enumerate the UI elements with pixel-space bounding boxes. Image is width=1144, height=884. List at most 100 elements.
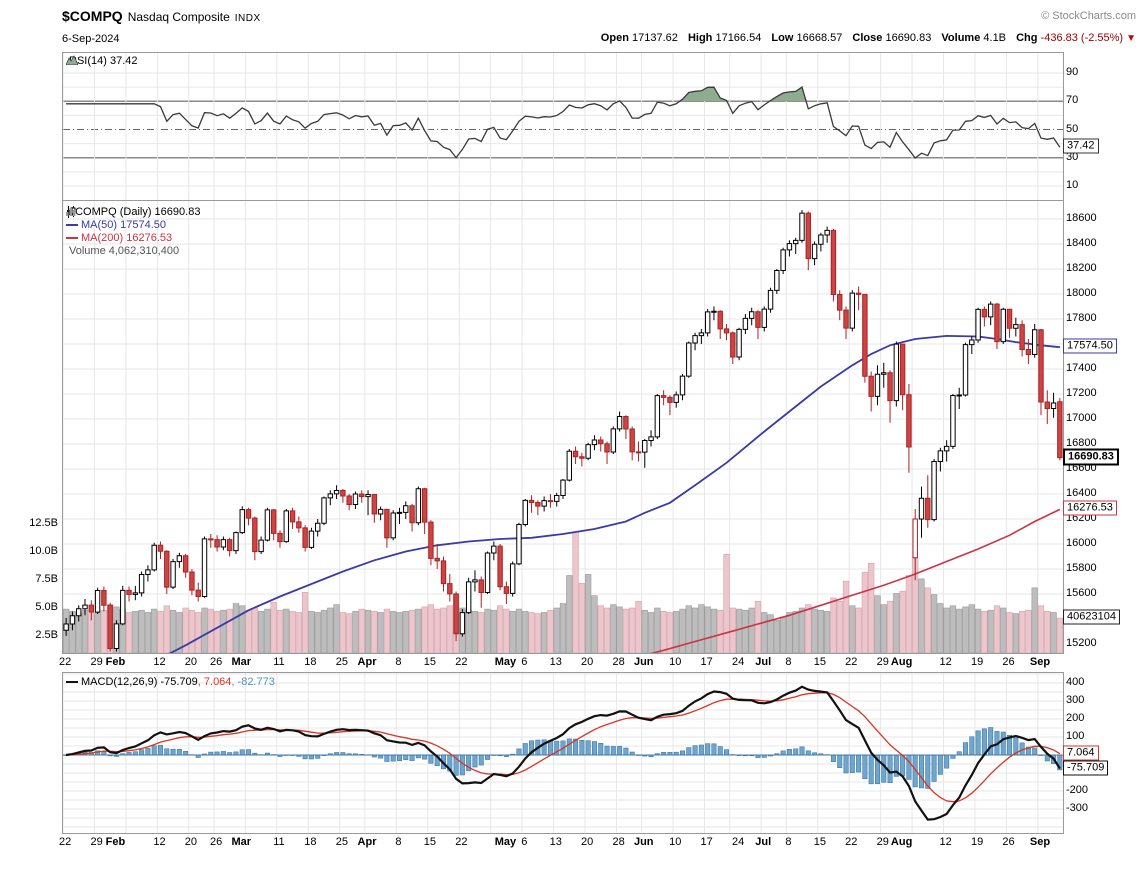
ma50-legend-text: MA(50) 17574.50 (81, 219, 166, 231)
rsi-plot (63, 53, 1063, 201)
date-axis-day-label: 24 (731, 836, 745, 848)
date-axis-day-label: 11 (273, 656, 285, 668)
date-axis-day-label: 26 (209, 836, 223, 848)
date-axis-day-label: 22 (455, 836, 468, 848)
low-value: 16668.57 (796, 32, 843, 44)
volume-axis-label: 2.5B (35, 629, 58, 641)
price-axis-label: 17000 (1066, 412, 1097, 424)
rsi-value-box: 37.42 (1063, 138, 1099, 154)
date-axis-month-label: Aug (890, 656, 913, 668)
price-axis-label: 15600 (1066, 587, 1097, 599)
date-axis-day-label: 15 (813, 836, 826, 848)
date-axis-day-label: 19 (970, 656, 984, 668)
date-axis-day-label: 15 (423, 656, 437, 668)
ma200-value-box: 16276.53 (1063, 500, 1117, 516)
chg-value: -436.83 (-2.55%) (1040, 32, 1124, 44)
ma50-line-swatch (66, 224, 78, 227)
symbol: $COMPQ (62, 8, 123, 24)
date-axis-month-label: Sep (1029, 656, 1051, 668)
date-axis-day-label: 8 (785, 656, 792, 668)
date-axis-month-label: Apr (357, 656, 377, 668)
date-axis-day-label: 25 (335, 836, 348, 848)
date-axis-month-label: Aug (890, 836, 913, 848)
macd-axis-label: -300 (1066, 802, 1089, 814)
date-axis-day-label: 11 (273, 836, 285, 848)
date-axis-day-label: 6 (521, 656, 528, 668)
rsi-axis-label: 30 (1066, 150, 1079, 163)
date-axis-day-label: 28 (612, 836, 625, 848)
volume-axis-label: 5.0B (35, 601, 58, 613)
rsi-legend: RSI(14) 37.42 (66, 55, 137, 67)
date-axis-day-label: 8 (395, 656, 402, 668)
date-axis-day-label: 26 (1002, 656, 1015, 668)
date-axis-month-label: May (494, 836, 517, 848)
rsi-axis-label: 10 (1066, 179, 1079, 191)
volume-legend-text: Volume 4,062,310,400 (69, 245, 180, 257)
price-axis-label: 17400 (1066, 362, 1097, 374)
macd-panel (62, 672, 1064, 834)
symbol-legend-text: $COMPQ (Daily) 16690.83 (69, 206, 201, 218)
rsi-axis-label: 50 (1066, 122, 1079, 135)
exchange: INDX (234, 13, 261, 24)
volume-label: Volume (941, 32, 981, 44)
date-axis-day-label: 22 (845, 836, 858, 848)
down-triangle-icon: ▼ (1126, 33, 1136, 44)
date-axis-day-label: 12 (153, 836, 166, 848)
symbol-name: Nasdaq Composite (127, 10, 230, 24)
date-axis-day-label: 22 (455, 656, 468, 668)
date-axis-day-label: 19 (970, 836, 984, 848)
date-axis-month-label: Jun (633, 836, 654, 848)
macd-legend-text: MACD(12,26,9) -75.709 (81, 676, 198, 688)
price-legend: $COMPQ (Daily) 16690.83 MA(50) 17574.50 … (66, 206, 200, 258)
date-axis-day-label: 25 (335, 656, 348, 668)
date-axis-day-label: 22 (845, 656, 858, 668)
price-axis-label: 16400 (1066, 487, 1097, 499)
volume-axis-label: 7.5B (35, 573, 58, 585)
hist-legend-text: , -82.773 (231, 676, 275, 688)
macd-value-box: -75.709 (1063, 760, 1109, 776)
price-axis-label: 16800 (1066, 437, 1097, 449)
price-axis-label: 17800 (1066, 312, 1097, 324)
date-axis-day-label: 17 (700, 836, 713, 848)
date-axis-day-label: 24 (731, 656, 745, 668)
date-axis-day-label: 12 (939, 836, 952, 848)
rsi-panel (62, 52, 1064, 202)
volume-axis-label: 10.0B (29, 545, 58, 557)
price-axis-label: 18200 (1066, 262, 1097, 274)
date-axis-day-label: 26 (1002, 836, 1015, 848)
macd-axis-label: -200 (1066, 784, 1089, 796)
chart-header: $COMPQ Nasdaq Composite INDX (62, 8, 261, 26)
date-axis-day-label: 20 (184, 656, 198, 668)
date-axis-day-label: 26 (209, 656, 223, 668)
low-label: Low (771, 32, 794, 44)
date-axis-day-label: 13 (549, 656, 562, 668)
high-label: High (687, 32, 713, 44)
close-label: Close (852, 32, 883, 44)
rsi-axis-label: 90 (1066, 66, 1079, 78)
price-axis-label: 17200 (1066, 387, 1097, 399)
date-axis-day-label: 20 (581, 836, 594, 848)
price-axis-label: 18600 (1066, 212, 1097, 224)
date-axis-day-label: 12 (939, 656, 952, 668)
close-value-box: 16690.83 (1063, 448, 1119, 466)
rsi-legend-text: RSI(14) 37.42 (69, 55, 138, 67)
high-value: 17166.54 (715, 32, 762, 44)
price-axis-label: 18000 (1066, 287, 1097, 299)
date-axis-day-label: 10 (669, 836, 682, 848)
date-axis-day-label: 22 (59, 836, 72, 848)
macd-legend: MACD(12,26,9) -75.709, 7.064, -82.773 (66, 676, 275, 688)
signal-legend-text: , 7.064 (197, 676, 232, 688)
date-axis-day-label: 29 (90, 836, 103, 848)
volume-value-box: 40623104 (1063, 609, 1120, 625)
volume-axis-label: 12.5B (29, 517, 58, 529)
date-axis-day-label: 29 (876, 656, 889, 668)
date-axis-day-label: 8 (785, 836, 792, 848)
price-plot (63, 201, 1063, 653)
quote-strip: Open 17137.62 High 17166.54 Low 16668.57… (594, 32, 1136, 44)
date-axis-month-label: Feb (105, 656, 126, 668)
ma50-value-box: 17574.50 (1063, 338, 1117, 354)
date-axis-day-label: 22 (59, 656, 72, 668)
volume-value: 4.1B (983, 32, 1007, 44)
date-axis-day-label: 12 (153, 656, 166, 668)
date-axis-day-label: 10 (669, 656, 682, 668)
